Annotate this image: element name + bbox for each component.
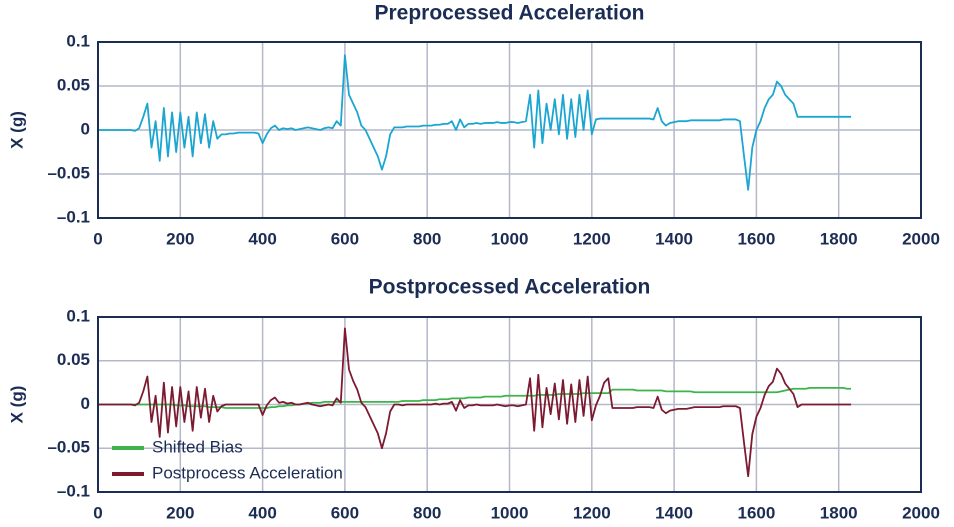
data-line [98,327,852,478]
x-tick-label: 200 [166,503,194,522]
x-tick-label: 1600 [737,503,775,522]
y-tick-label: –0.1 [57,481,90,500]
x-tick-label: 1400 [655,229,693,248]
x-tick-label: 1200 [573,229,611,248]
y-tick-label: –0.05 [47,438,90,457]
x-tick-label: 600 [331,229,359,248]
x-tick-label: 1800 [820,229,858,248]
y-axis-label: X (g) [7,386,26,424]
chart-title: Postprocessed Acceleration [369,276,651,299]
x-tick-label: 1400 [655,503,693,522]
x-tick-label: 2000 [902,503,940,522]
legend-label: Shifted Bias [152,437,243,456]
y-tick-label: –0.05 [47,163,90,182]
x-tick-label: 1000 [491,229,529,248]
chart-title: Preprocessed Acceleration [374,2,644,25]
y-axis-label: X (g) [7,111,26,149]
x-tick-label: 600 [331,503,359,522]
x-tick-label: 0 [93,503,102,522]
y-tick-label: 0.05 [57,75,90,94]
y-tick-label: 0.1 [66,31,90,50]
y-tick-label: 0.05 [57,350,90,369]
plot-frame [97,316,922,493]
x-tick-label: 0 [93,229,102,248]
data-line [98,54,852,191]
x-tick-label: 200 [166,229,194,248]
x-tick-label: 1000 [491,503,529,522]
y-tick-label: 0.1 [66,306,90,325]
x-tick-label: 1600 [737,229,775,248]
x-tick-label: 1800 [820,503,858,522]
plot-frame [97,41,922,219]
x-tick-label: 1200 [573,503,611,522]
x-tick-label: 800 [413,503,441,522]
x-tick-label: 2000 [902,229,940,248]
y-tick-label: 0 [81,119,90,138]
legend-label: Postprocess Acceleration [152,463,343,482]
x-tick-label: 400 [248,229,276,248]
x-tick-label: 400 [248,503,276,522]
data-line [98,386,852,409]
x-tick-label: 800 [413,229,441,248]
y-tick-label: –0.1 [57,207,90,226]
y-tick-label: 0 [81,394,90,413]
